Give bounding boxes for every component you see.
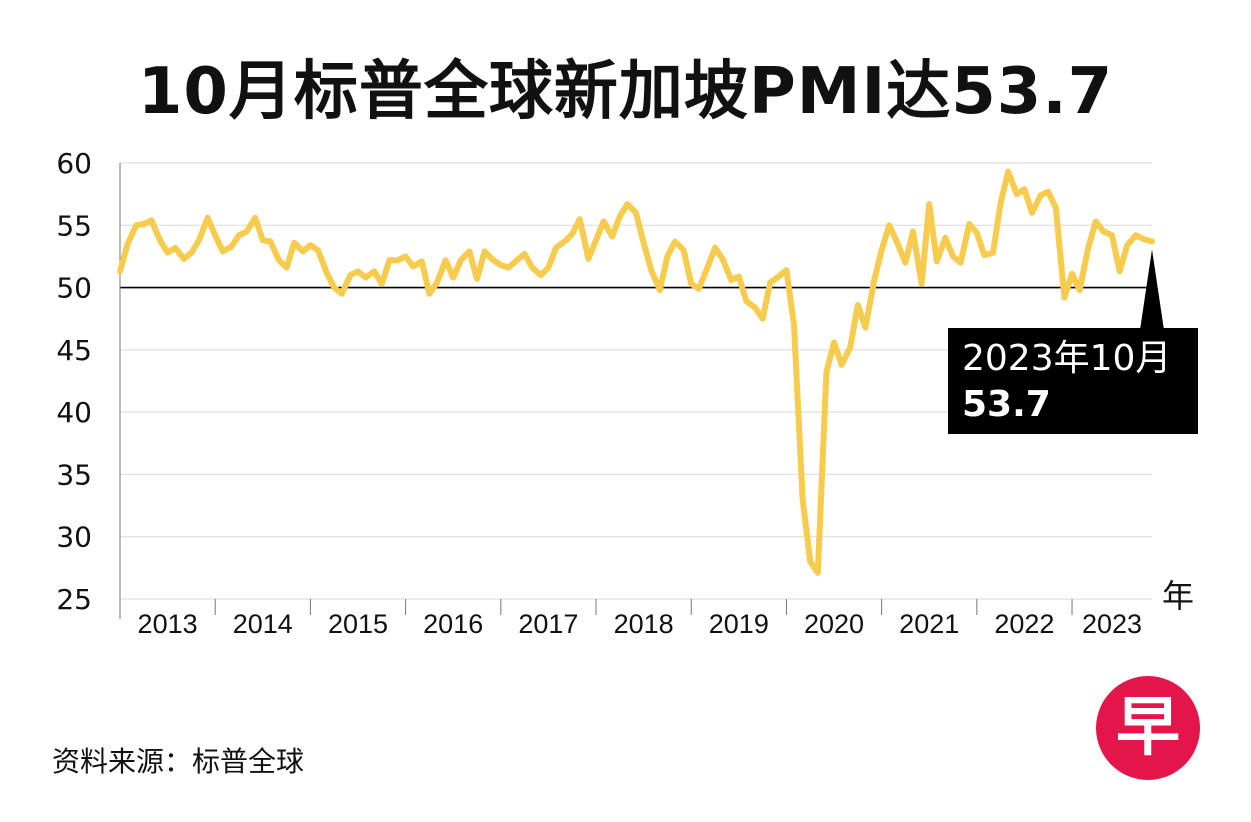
annotation-pointer xyxy=(1140,249,1164,330)
annotation-box xyxy=(948,328,1198,434)
x-tick-label: 2013 xyxy=(138,609,198,639)
y-tick-label: 55 xyxy=(56,209,92,242)
y-tick-label: 40 xyxy=(56,396,92,429)
publisher-logo: 早 xyxy=(1096,676,1200,780)
y-tick-label: 50 xyxy=(56,272,92,305)
y-tick-label: 45 xyxy=(56,334,92,367)
annotation-callout: 2023年10月 53.7 xyxy=(948,249,1198,434)
source-note: 资料来源：标普全球 xyxy=(52,745,305,778)
x-tick-label: 2017 xyxy=(518,609,578,639)
x-tick-label: 2014 xyxy=(233,609,293,639)
x-tick-label: 2015 xyxy=(328,609,388,639)
chart-title: 10月标普全球新加坡PMI达53.7 xyxy=(137,55,1114,129)
x-tick-label: 2019 xyxy=(709,609,769,639)
x-tick-label: 2018 xyxy=(614,609,674,639)
annotation-value: 53.7 xyxy=(962,384,1051,425)
pmi-series-line xyxy=(117,168,1155,576)
x-tick-label: 2020 xyxy=(804,609,864,639)
x-axis-unit: 年 xyxy=(1162,577,1194,615)
x-axis: 2013 2014 2015 2016 2017 2018 2019 2020 2021 2022… xyxy=(138,577,1194,639)
y-axis: 25 30 35 40 45 50 55 60 xyxy=(56,147,121,619)
x-tick-label: 2021 xyxy=(899,609,959,639)
y-tick-label: 60 xyxy=(56,147,92,180)
x-tick-label: 2023 xyxy=(1082,609,1142,639)
y-tick-label: 35 xyxy=(56,458,92,491)
annotation-date: 2023年10月 xyxy=(962,338,1171,379)
y-tick-label: 25 xyxy=(56,583,92,616)
x-tick-label: 2022 xyxy=(994,609,1054,639)
x-tick-label: 2016 xyxy=(423,609,483,639)
y-tick-label: 30 xyxy=(56,521,92,554)
